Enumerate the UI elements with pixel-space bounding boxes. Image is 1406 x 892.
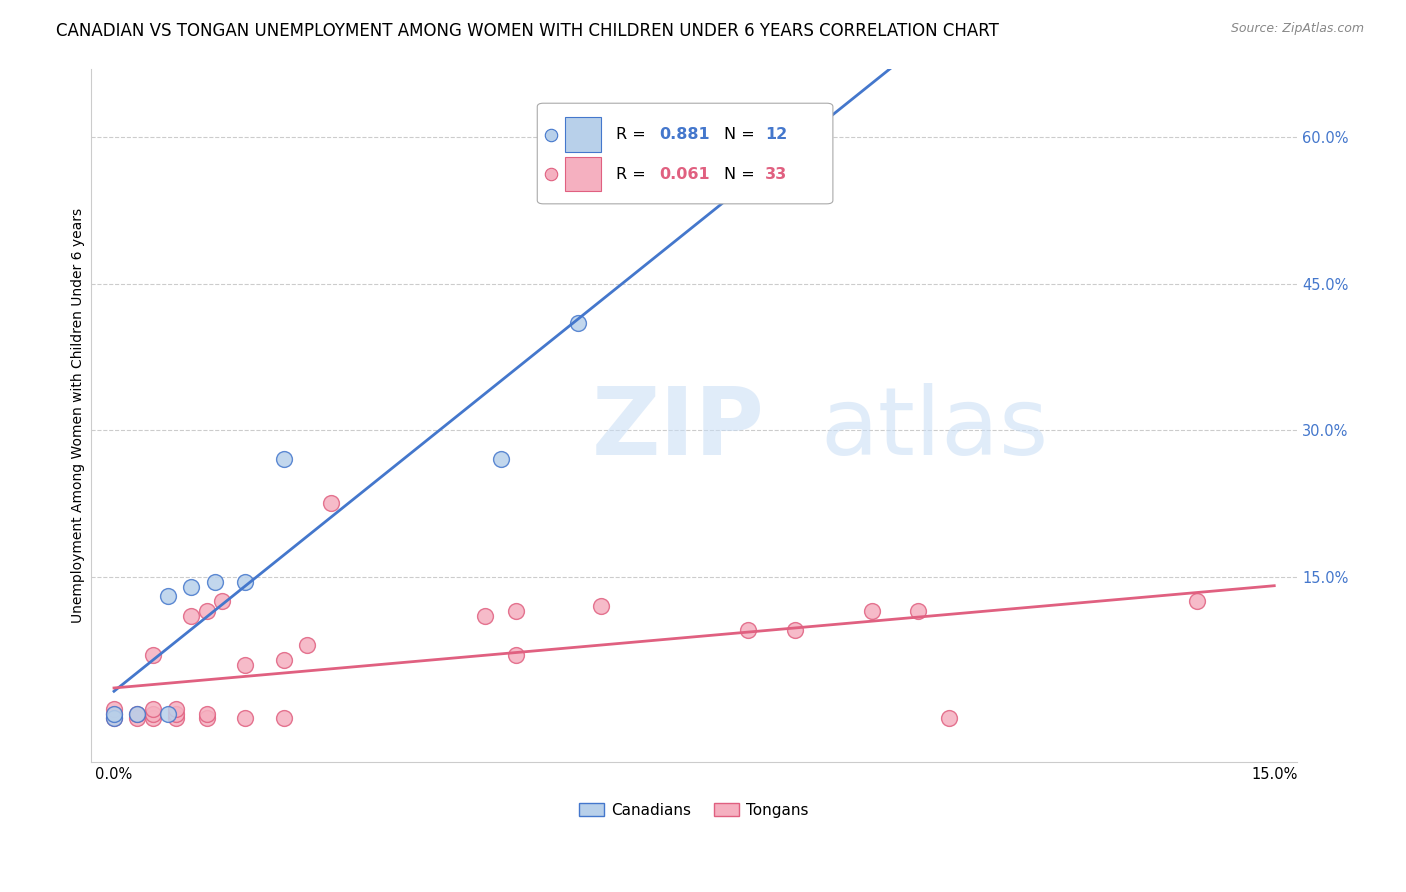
Point bbox=[591, 599, 613, 613]
Point bbox=[195, 706, 218, 721]
Point bbox=[235, 711, 257, 725]
Point bbox=[165, 711, 187, 725]
Point bbox=[127, 711, 149, 725]
Point bbox=[737, 624, 759, 638]
Point bbox=[235, 574, 257, 589]
FancyBboxPatch shape bbox=[565, 118, 602, 153]
Point bbox=[180, 580, 202, 594]
Point bbox=[165, 701, 187, 715]
Point bbox=[103, 711, 125, 725]
Point bbox=[319, 496, 342, 510]
Text: CANADIAN VS TONGAN UNEMPLOYMENT AMONG WOMEN WITH CHILDREN UNDER 6 YEARS CORRELAT: CANADIAN VS TONGAN UNEMPLOYMENT AMONG WO… bbox=[56, 22, 1000, 40]
Point bbox=[211, 594, 233, 608]
Point bbox=[273, 711, 295, 725]
Point bbox=[127, 706, 149, 721]
Point bbox=[195, 604, 218, 618]
Point bbox=[907, 604, 929, 618]
Point bbox=[195, 711, 218, 725]
Point bbox=[142, 706, 165, 721]
Point bbox=[103, 706, 125, 721]
Point bbox=[204, 574, 226, 589]
FancyBboxPatch shape bbox=[537, 103, 832, 204]
Legend: Canadians, Tongans: Canadians, Tongans bbox=[574, 797, 815, 824]
Point bbox=[489, 452, 512, 467]
Point bbox=[938, 711, 960, 725]
Text: N =: N = bbox=[724, 128, 761, 143]
Text: 0.061: 0.061 bbox=[659, 167, 710, 182]
Point bbox=[297, 638, 319, 652]
Point bbox=[235, 657, 257, 672]
Text: R =: R = bbox=[616, 128, 651, 143]
Point bbox=[127, 706, 149, 721]
Text: N =: N = bbox=[724, 167, 761, 182]
Point bbox=[860, 604, 883, 618]
Point bbox=[567, 316, 589, 330]
Point bbox=[103, 706, 125, 721]
Point bbox=[165, 706, 187, 721]
Point bbox=[142, 711, 165, 725]
Point bbox=[180, 608, 202, 623]
Text: Source: ZipAtlas.com: Source: ZipAtlas.com bbox=[1230, 22, 1364, 36]
FancyBboxPatch shape bbox=[565, 157, 602, 192]
Point bbox=[799, 111, 821, 125]
Point bbox=[783, 624, 806, 638]
Point bbox=[505, 648, 527, 662]
Point bbox=[103, 701, 125, 715]
Point bbox=[142, 701, 165, 715]
Point bbox=[505, 604, 527, 618]
Point bbox=[103, 711, 125, 725]
Point bbox=[1185, 594, 1208, 608]
Text: ZIP: ZIP bbox=[592, 384, 765, 475]
Text: 33: 33 bbox=[765, 167, 787, 182]
Point bbox=[273, 653, 295, 667]
Text: 12: 12 bbox=[765, 128, 787, 143]
Point bbox=[157, 706, 180, 721]
Text: R =: R = bbox=[616, 167, 651, 182]
Point bbox=[142, 648, 165, 662]
Y-axis label: Unemployment Among Women with Children Under 6 years: Unemployment Among Women with Children U… bbox=[72, 208, 86, 623]
Text: 0.881: 0.881 bbox=[659, 128, 710, 143]
Point bbox=[157, 589, 180, 603]
Text: atlas: atlas bbox=[821, 384, 1049, 475]
Point bbox=[474, 608, 496, 623]
Point bbox=[273, 452, 295, 467]
